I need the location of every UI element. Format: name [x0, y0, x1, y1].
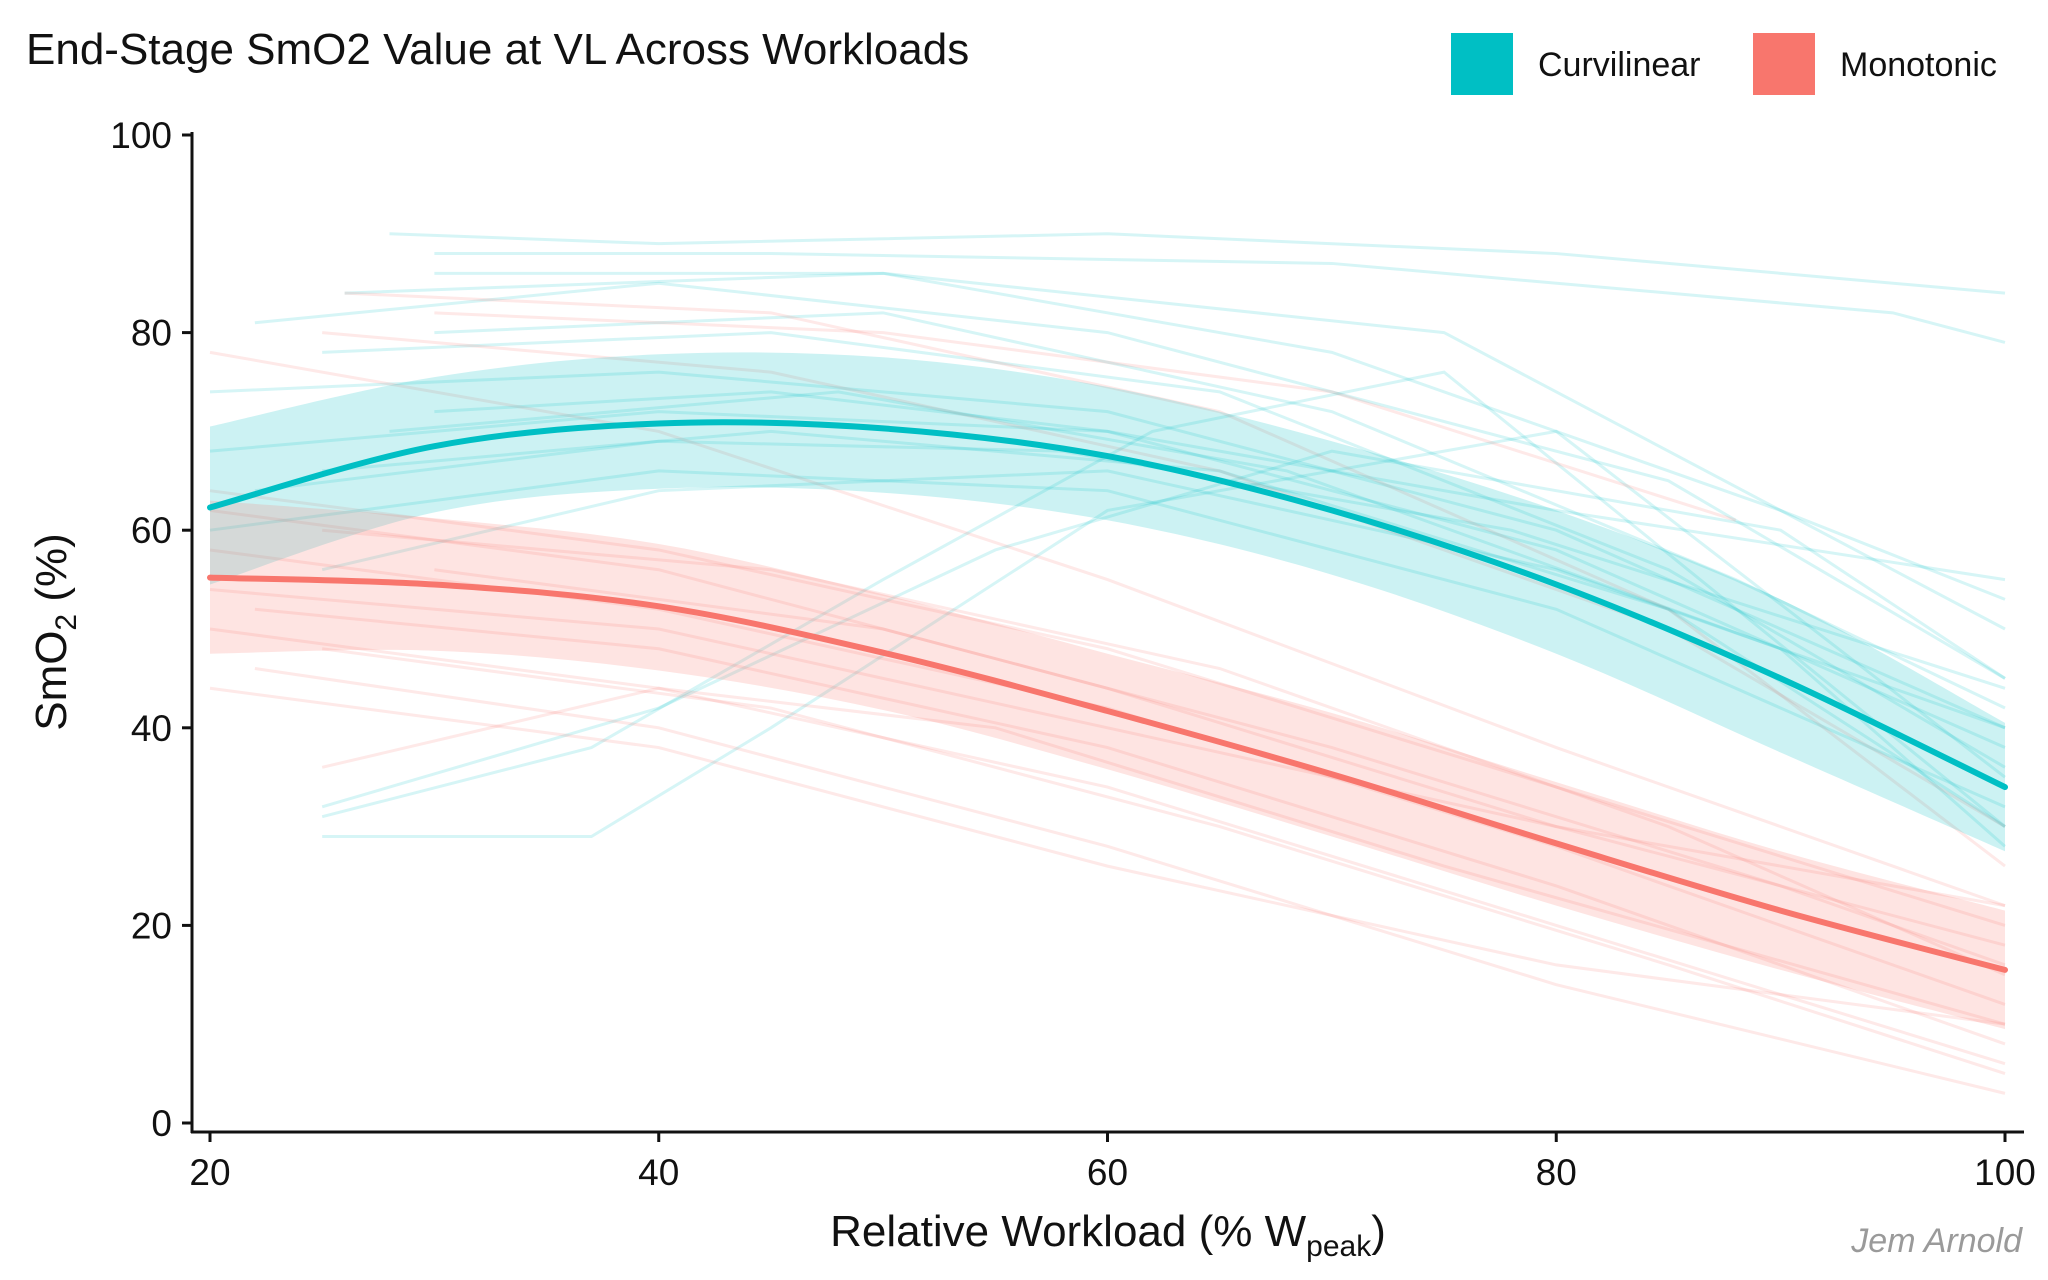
chart-title: End-Stage SmO2 Value at VL Across Worklo…: [26, 25, 969, 74]
x-tick-label-60: 60: [1087, 1152, 1128, 1193]
individual-line-monotonic-8: [321, 647, 2006, 1076]
confidence-band-monotonic: [210, 500, 2005, 1030]
y-tick-label-20: 20: [131, 905, 172, 946]
plot-area: [207, 232, 2008, 1095]
y-axis-title-subscript: 2: [50, 614, 83, 631]
y-tick-label-0: 0: [151, 1103, 172, 1144]
credit-text: Jem Arnold: [1850, 1222, 2023, 1260]
y-axis-title: SmO2 (%): [27, 533, 83, 731]
individual-line-curvilinear-12: [321, 370, 2006, 828]
x-axis-title-end: ): [1371, 1207, 1386, 1256]
x-tick-label-80: 80: [1536, 1152, 1577, 1193]
y-axis-title-end: (%): [27, 533, 76, 614]
x-tick-label-40: 40: [638, 1152, 679, 1193]
y-tick-label-40: 40: [131, 708, 172, 749]
legend-item-curvilinear: Curvilinear: [1451, 33, 1701, 95]
individual-line-curvilinear-11: [321, 469, 2006, 730]
x-axis-title-main: Relative Workload (% W: [830, 1207, 1306, 1256]
individual-line-curvilinear-4: [254, 281, 2006, 680]
legend-swatch-curvilinear: [1451, 33, 1513, 95]
individual-line-monotonic-10: [209, 587, 2006, 947]
individual-line-curvilinear-14: [321, 449, 2006, 809]
fit-line-monotonic: [207, 574, 2008, 973]
confidence-band-curvilinear: [210, 352, 2005, 852]
fit-line-curvilinear: [207, 419, 2008, 791]
individual-line-monotonic-14: [344, 291, 2006, 868]
individual-line-curvilinear-2: [434, 252, 2006, 344]
individual-line-curvilinear-3: [344, 271, 2006, 631]
individual-line-monotonic-12: [209, 508, 2006, 908]
legend-label-monotonic: Monotonic: [1840, 46, 1997, 84]
individual-line-monotonic-11: [434, 568, 2006, 967]
y-tick-label-80: 80: [131, 313, 172, 354]
individual-line-curvilinear-1: [389, 232, 2006, 295]
individual-line-monotonic-13: [321, 686, 2006, 1026]
individual-line-monotonic-1: [209, 350, 2006, 908]
individual-line-curvilinear-5: [434, 271, 2006, 601]
individual-line-monotonic-16: [209, 686, 2006, 1026]
individual-line-monotonic-3: [209, 489, 2006, 927]
individual-line-monotonic-2: [322, 331, 2006, 828]
x-axis-ticks: 20 40 60 80 100: [189, 1132, 2036, 1193]
individual-line-curvilinear-6: [209, 370, 2006, 730]
x-tick-label-20: 20: [189, 1152, 230, 1193]
x-tick-label-100: 100: [1974, 1152, 2036, 1193]
individual-line-curvilinear-8: [209, 410, 2006, 749]
individual-line-monotonic-7: [209, 627, 2006, 1066]
y-tick-label-60: 60: [131, 510, 172, 551]
y-axis-title-main: SmO: [27, 631, 76, 731]
y-axis-ticks: 0 20 40 60 80 100: [110, 115, 192, 1144]
individual-line-monotonic-15: [434, 311, 1737, 522]
individual-line-curvilinear-17: [434, 311, 2006, 710]
individual-line-curvilinear-15: [434, 390, 2006, 582]
legend-label-curvilinear: Curvilinear: [1538, 46, 1701, 84]
x-axis-title: Relative Workload (% Wpeak): [830, 1207, 1386, 1263]
individual-line-monotonic-9: [254, 667, 2006, 1095]
individual-line-monotonic-4: [322, 528, 2006, 977]
legend-item-monotonic: Monotonic: [1753, 33, 1997, 95]
individual-line-curvilinear-13: [322, 429, 2006, 838]
x-axis-title-subscript: peak: [1306, 1230, 1372, 1263]
legend-swatch-monotonic: [1753, 33, 1815, 95]
legend: Curvilinear Monotonic: [1451, 33, 1997, 95]
individual-line-curvilinear-7: [322, 331, 2006, 769]
individual-line-curvilinear-10: [209, 469, 2006, 809]
y-tick-label-100: 100: [110, 115, 172, 156]
individual-line-monotonic-6: [254, 607, 2006, 1046]
